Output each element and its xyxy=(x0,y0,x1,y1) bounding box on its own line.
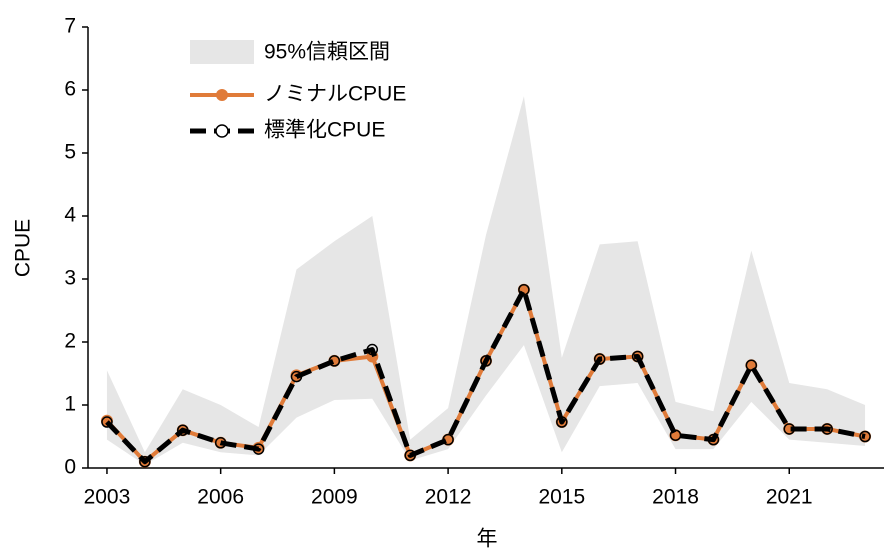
data-point xyxy=(177,424,189,436)
x-axis-label: 年 xyxy=(477,528,498,551)
data-point xyxy=(821,423,833,435)
data-point xyxy=(518,283,530,296)
legend-label: 95%信頼区間 xyxy=(264,41,390,64)
x-tick-label: 2021 xyxy=(766,486,813,509)
data-point xyxy=(480,355,492,367)
legend-label: 標準化CPUE xyxy=(264,119,385,142)
y-tick-label: 3 xyxy=(64,267,76,290)
y-tick-label: 0 xyxy=(64,456,76,479)
legend-marker xyxy=(216,89,228,101)
data-point xyxy=(593,353,606,365)
data-point xyxy=(783,423,795,435)
y-tick-label: 2 xyxy=(64,330,76,353)
data-point xyxy=(252,443,265,455)
data-point xyxy=(290,370,303,383)
legend-swatch xyxy=(190,40,254,64)
data-point xyxy=(366,343,379,356)
x-tick-label: 2012 xyxy=(425,486,472,509)
data-point xyxy=(745,359,758,372)
x-tick-label: 2018 xyxy=(652,486,699,509)
data-point xyxy=(442,433,454,446)
y-tick-label: 4 xyxy=(64,204,76,227)
data-point xyxy=(328,355,341,367)
data-point xyxy=(101,416,113,428)
data-point xyxy=(783,422,796,435)
y-axis-label: CPUE xyxy=(12,219,35,277)
y-tick-label: 7 xyxy=(64,15,76,38)
y-tick-label: 6 xyxy=(64,78,76,101)
y-tick-label: 5 xyxy=(64,141,76,164)
data-point xyxy=(669,429,682,441)
data-point xyxy=(139,455,151,468)
data-point xyxy=(404,449,416,462)
x-tick-label: 2006 xyxy=(197,486,244,509)
data-point xyxy=(859,430,871,443)
series-line xyxy=(105,287,866,465)
y-tick-label: 1 xyxy=(64,393,76,416)
x-tick-label: 2009 xyxy=(311,486,358,509)
data-point xyxy=(214,437,227,449)
x-tick-label: 2015 xyxy=(538,486,585,509)
x-tick-label: 2003 xyxy=(84,486,131,509)
data-point xyxy=(631,350,644,363)
data-point xyxy=(556,416,568,428)
confidence-band xyxy=(106,96,866,465)
legend-label: ノミナルCPUE xyxy=(264,83,406,106)
data-point xyxy=(707,433,720,446)
legend-marker xyxy=(215,124,229,138)
